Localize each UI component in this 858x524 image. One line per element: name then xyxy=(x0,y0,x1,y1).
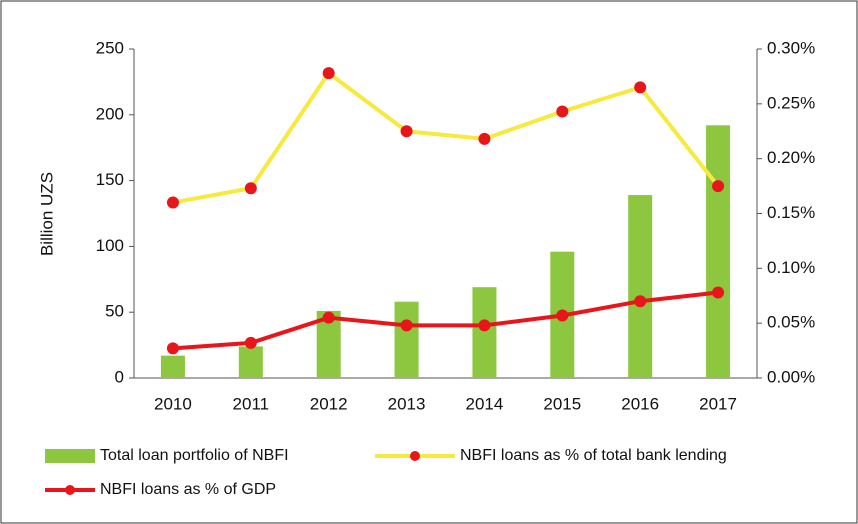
marker xyxy=(478,132,491,145)
legend-marker xyxy=(65,485,75,495)
bar xyxy=(628,195,653,378)
x-tick-label: 2010 xyxy=(154,394,192,413)
legend-label: Total loan portfolio of NBFI xyxy=(100,447,289,464)
x-tick-label: 2011 xyxy=(233,394,270,413)
y-tick-label: 0 xyxy=(115,367,124,386)
y2-tick-label: 0.00% xyxy=(767,367,815,386)
y2-tick-label: 0.15% xyxy=(767,203,815,222)
x-tick-label: 2013 xyxy=(388,394,426,413)
line xyxy=(172,71,720,205)
marker xyxy=(244,182,257,195)
legend-label: NBFI loans as % of GDP xyxy=(100,481,276,498)
y-axis-label: Billion UZS xyxy=(37,172,56,256)
y-tick-label: 150 xyxy=(96,170,124,189)
bar xyxy=(706,125,731,378)
y-tick-label: 100 xyxy=(96,236,124,255)
y2-tick-label: 0.20% xyxy=(767,148,815,167)
legend-label: NBFI loans as % of total bank lending xyxy=(460,447,727,464)
marker xyxy=(166,342,179,355)
y2-tick-label: 0.10% xyxy=(767,258,815,277)
y-tick-label: 200 xyxy=(96,104,124,123)
bar xyxy=(160,355,185,378)
y-tick-label: 250 xyxy=(96,38,124,57)
bar xyxy=(394,301,419,378)
legend-marker xyxy=(410,451,420,461)
line xyxy=(172,290,719,351)
legend-swatch xyxy=(45,449,95,463)
x-tick-label: 2012 xyxy=(310,394,348,413)
y2-tick-label: 0.30% xyxy=(767,38,815,57)
x-tick-label: 2016 xyxy=(621,394,659,413)
x-tick-label: 2017 xyxy=(699,394,737,413)
marker xyxy=(712,286,725,299)
marker xyxy=(556,105,569,118)
marker xyxy=(244,336,257,349)
marker xyxy=(634,295,647,308)
bar xyxy=(238,346,263,378)
marker xyxy=(634,81,647,94)
x-tick-label: 2014 xyxy=(466,394,504,413)
y2-tick-label: 0.05% xyxy=(767,313,815,332)
marker xyxy=(712,180,725,193)
y-tick-label: 50 xyxy=(105,302,124,321)
marker xyxy=(400,319,413,332)
marker xyxy=(322,311,335,324)
y2-tick-label: 0.25% xyxy=(767,93,815,112)
marker xyxy=(556,309,569,322)
bar xyxy=(472,287,497,378)
marker xyxy=(166,196,179,209)
marker xyxy=(400,125,413,138)
x-tick-label: 2015 xyxy=(543,394,581,413)
marker xyxy=(322,67,335,80)
marker xyxy=(478,319,491,332)
